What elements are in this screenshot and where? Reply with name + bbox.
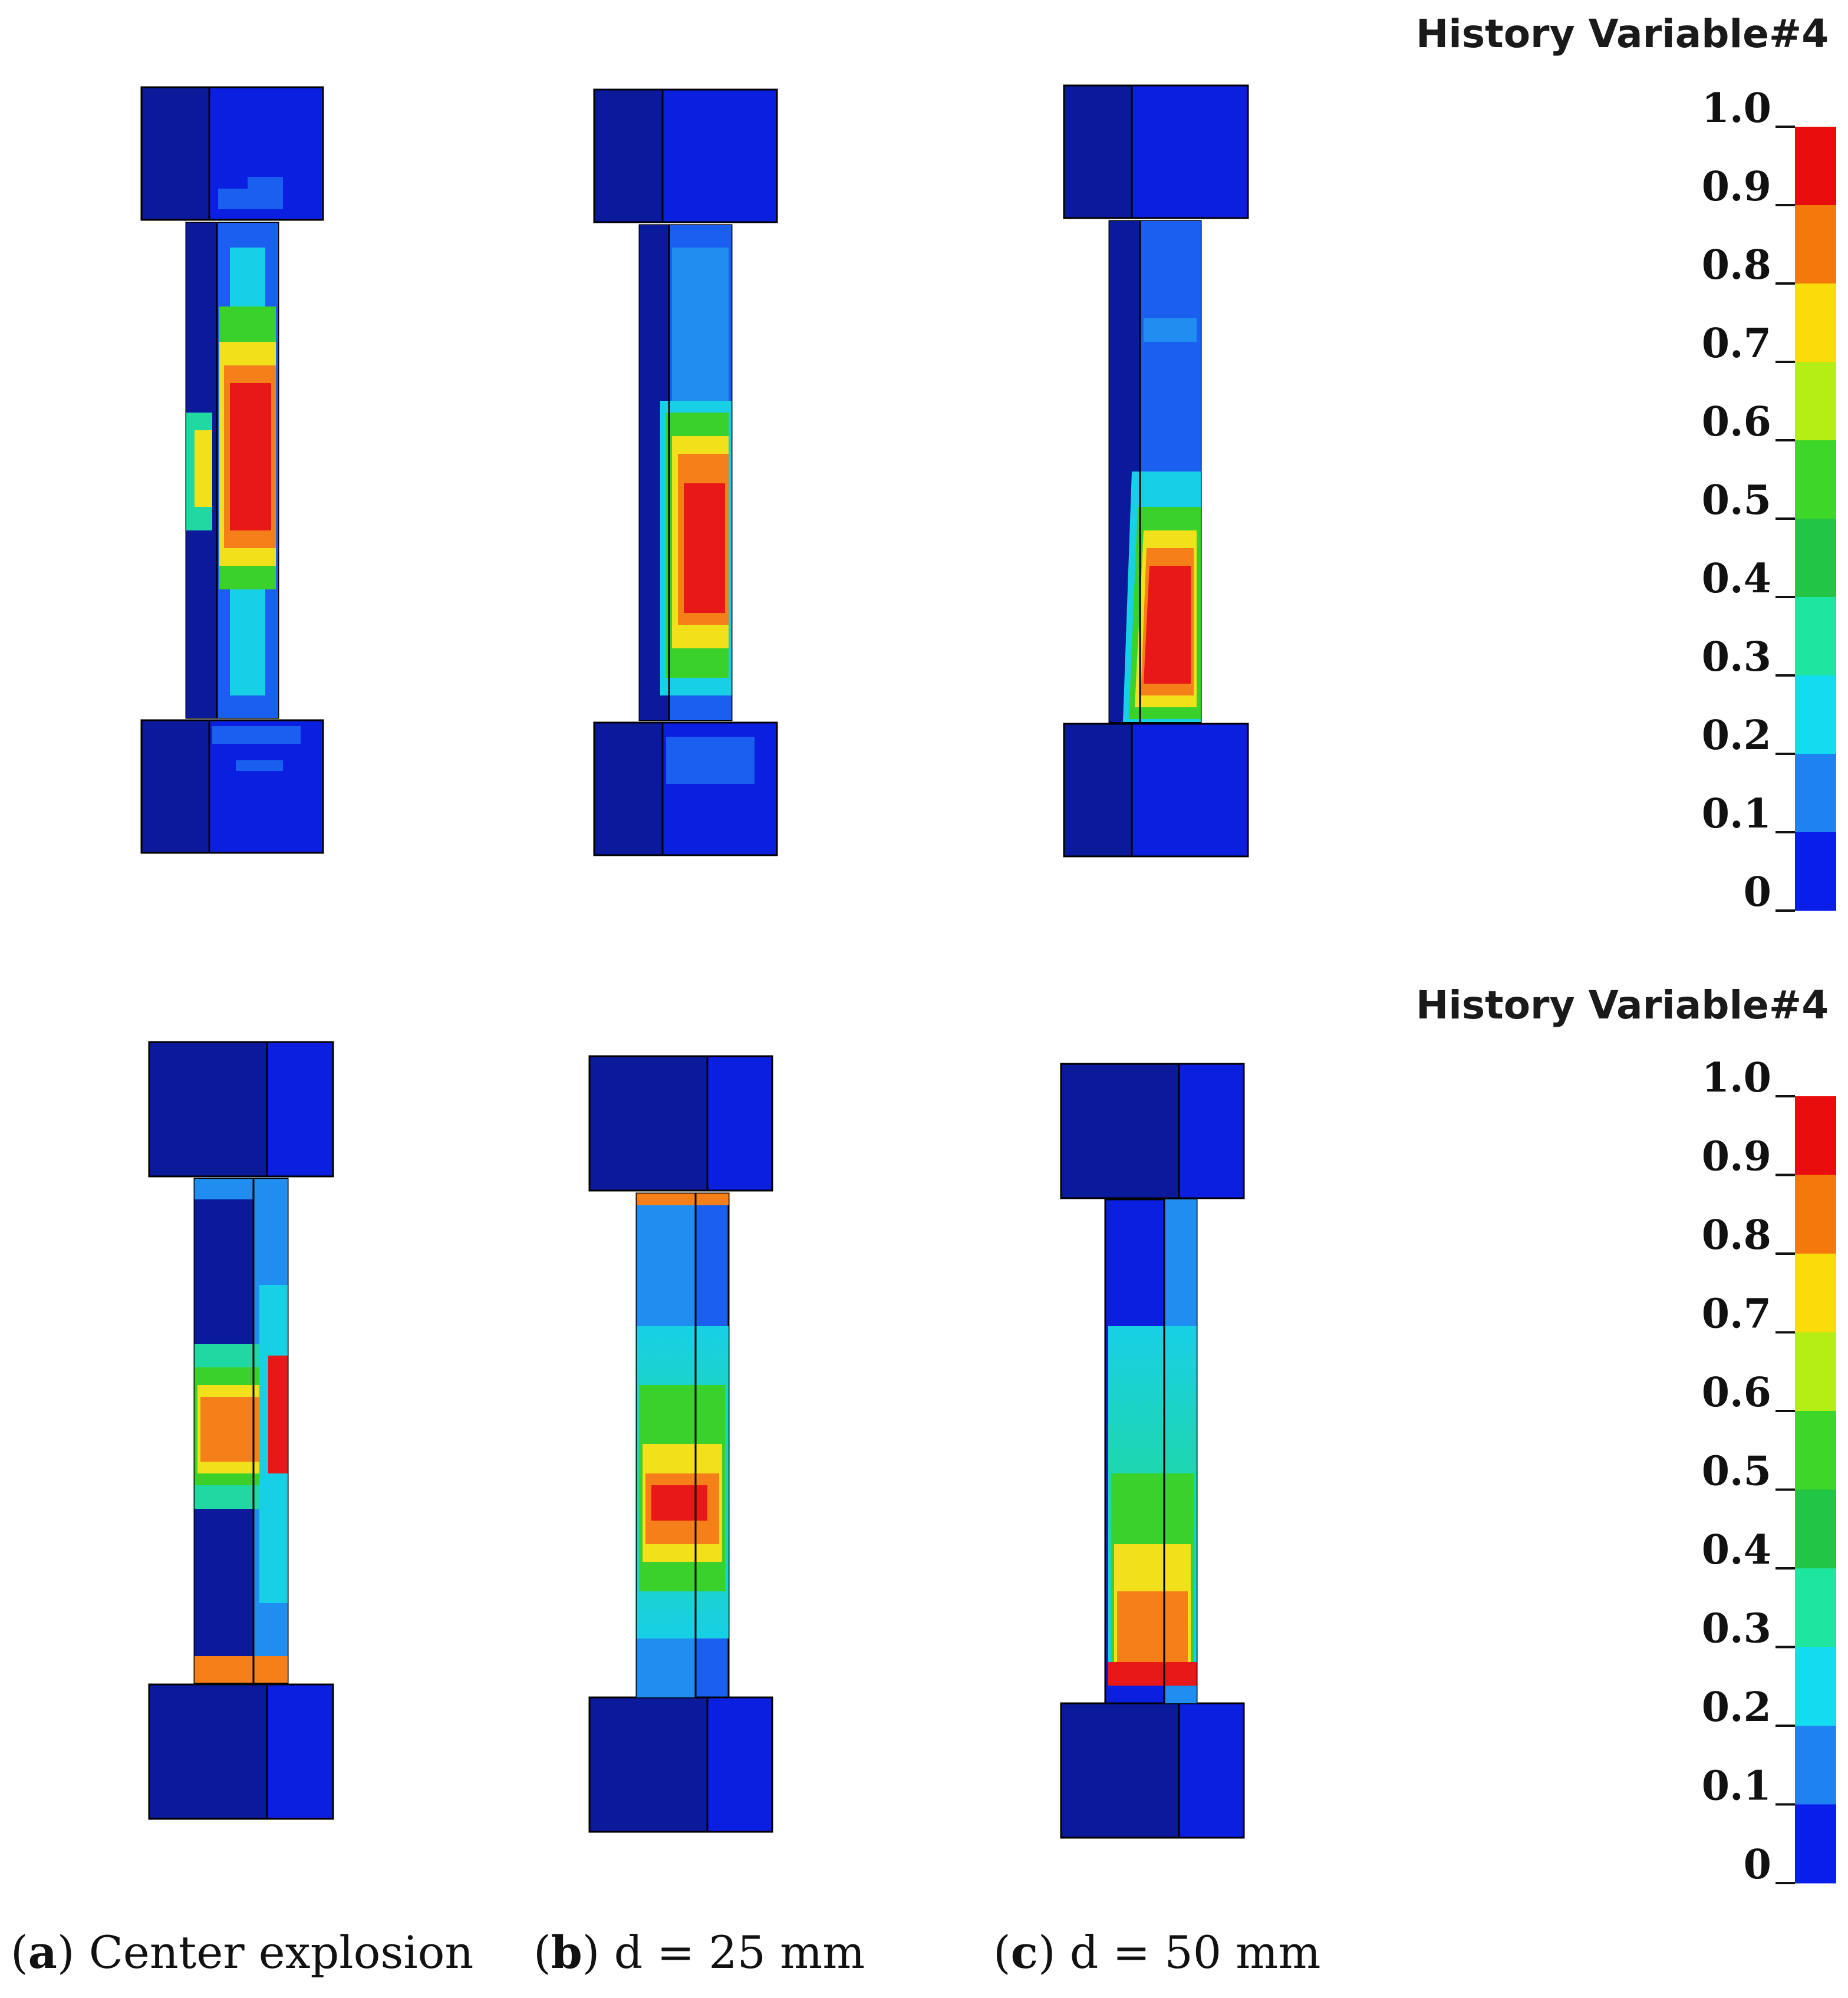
caption-text: Center explosion [74,1926,474,1979]
colorbar-tick-label: 0.6 [1702,1369,1771,1416]
colorbar-swatch [1795,127,1836,206]
colorbar-tick-label: 0.8 [1702,1212,1771,1259]
colorbar-tick-label: 0.9 [1702,1133,1771,1181]
specimen-b-bottom [588,1055,773,1833]
colorbar-swatch [1795,519,1836,598]
caption-open: ( [993,1926,1011,1979]
colorbar-tick-label: 0 [1744,1841,1771,1888]
caption-c: (c) d = 50 mm [993,1926,1320,1979]
specimen-a-bottom [148,1041,334,1820]
caption-open: ( [11,1926,28,1979]
colorbar-swatch [1795,440,1836,519]
specimen-a-top [140,86,324,854]
colorbar-swatch [1795,283,1836,362]
colorbar-swatches [1795,1096,1836,1884]
colorbar-swatch [1795,675,1836,754]
colorbar-tick-label: 0.6 [1702,398,1771,446]
specimen-c-top [1063,84,1249,858]
colorbar-tick-label: 0 [1744,869,1771,916]
colorbar-tick-label: 0.2 [1702,1684,1771,1731]
caption-letter: b [551,1926,582,1979]
caption-letter: a [28,1926,57,1979]
specimen-c-bottom [1060,1063,1245,1839]
colorbar-tick-label: 0.5 [1702,477,1771,524]
colorbar-tick-label: 0.9 [1702,163,1771,210]
colorbar-tick-label: 0.7 [1702,320,1771,367]
colorbar-tick-label: 0.3 [1702,634,1771,681]
caption-open: ( [533,1926,551,1979]
caption-close: ) [582,1926,600,1979]
colorbar-swatch [1795,205,1836,284]
colorbar-tick-label: 1.0 [1702,85,1771,132]
colorbar-swatch [1795,1804,1836,1884]
colorbar-ticks: 1.0 0.9 0.8 0.7 0.6 0.5 0.4 0.3 0.2 0.1 0 [1702,85,1795,916]
caption-close: ) [1037,1926,1056,1979]
specimen-b-top [593,88,778,856]
colorbar-tick-label: 0.4 [1702,1526,1771,1574]
colorbar-tick-label: 0.5 [1702,1448,1771,1495]
colorbar-bottom: History Variable#4 1.0 0.9 0.8 0.7 0.6 0.5 0.4… [1416,982,1836,1888]
colorbar-title: History Variable#4 [1416,11,1829,57]
colorbar-tick-label: 0.2 [1702,712,1771,759]
colorbar-swatch [1795,1175,1836,1254]
caption-letter: c [1010,1926,1038,1979]
caption-close: ) [57,1926,75,1979]
colorbar-top: History Variable#4 1.0 0.9 0.8 0.7 0.6 0.5 0.4… [1416,11,1836,916]
colorbar-tick-label: 0.1 [1702,790,1771,838]
colorbar-tick-label: 0.7 [1702,1291,1771,1338]
colorbar-swatch [1795,597,1836,676]
colorbar-tick-label: 0.3 [1702,1605,1771,1653]
colorbar-swatch [1795,1254,1836,1333]
caption-text: d = 25 mm [599,1926,865,1979]
colorbar-swatch [1795,362,1836,441]
colorbar-tick-label: 0.1 [1702,1763,1771,1810]
colorbar-swatch [1795,754,1836,833]
colorbar-title: History Variable#4 [1416,982,1829,1028]
colorbar-swatch [1795,1096,1836,1175]
colorbar-tick-label: 0.8 [1702,242,1771,289]
colorbar-swatch [1795,1726,1836,1805]
colorbar-swatch [1795,1647,1836,1726]
colorbar-tick-label: 0.4 [1702,555,1771,602]
colorbar-swatch [1795,1332,1836,1412]
colorbar-ticks: 1.0 0.9 0.8 0.7 0.6 0.5 0.4 0.3 0.2 0.1 0 [1702,1054,1795,1888]
colorbar-swatch [1795,1568,1836,1647]
caption-b: (b) d = 25 mm [533,1926,865,1979]
caption-a: (a) Center explosion [11,1926,473,1979]
colorbar-tick-label: 1.0 [1702,1054,1771,1102]
colorbar-swatch [1795,1411,1836,1490]
colorbar-swatches [1795,127,1836,911]
colorbar-swatch [1795,1489,1836,1569]
caption-text: d = 50 mm [1055,1926,1321,1979]
colorbar-swatch [1795,832,1836,911]
